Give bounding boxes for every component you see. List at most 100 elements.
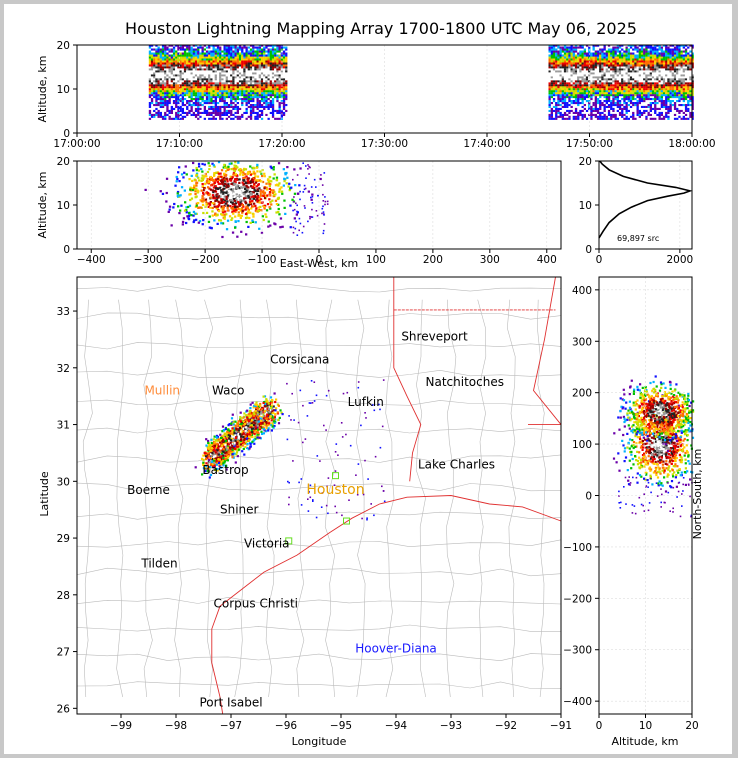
- time-density-cell: [660, 56, 663, 59]
- eastwest-density-cell: [234, 166, 237, 169]
- time-density-cell: [232, 92, 235, 95]
- time-density-cell: [236, 78, 239, 81]
- time-density-cell: [256, 72, 259, 75]
- time-density-cell: [247, 76, 250, 79]
- time-density-cell: [192, 88, 195, 91]
- time-density-cell: [594, 68, 597, 71]
- time-density-cell: [665, 115, 668, 118]
- time-density-cell: [212, 88, 215, 91]
- time-density-cell: [282, 92, 286, 95]
- time-density-cell: [676, 80, 679, 83]
- time-density-cell: [687, 104, 690, 107]
- time-density-cell: [241, 115, 244, 118]
- time-density-cell: [212, 80, 215, 83]
- time-density-cell: [592, 113, 595, 116]
- time-density-cell: [673, 84, 677, 87]
- time-density-cell: [643, 80, 646, 83]
- time-density-cell: [676, 50, 679, 53]
- eastwest-density-cell: [232, 212, 235, 215]
- time-density-cell: [201, 84, 204, 87]
- time-density-cell: [566, 94, 569, 97]
- time-density-cell: [645, 44, 648, 47]
- time-density-cell: [181, 60, 184, 63]
- eastwest-density-cell: [235, 165, 238, 168]
- time-density-cell: [183, 58, 187, 61]
- time-density-cell: [548, 104, 551, 107]
- time-density-cell: [572, 96, 575, 99]
- time-density-cell: [269, 80, 272, 83]
- eastwest-density-cell: [234, 207, 238, 210]
- time-density-cell: [276, 56, 279, 59]
- eastwest-density-cell: [239, 173, 242, 176]
- time-density-cell: [181, 74, 184, 77]
- time-density-cell: [638, 100, 641, 103]
- figure-title: Houston Lightning Mapping Array 1700-180…: [125, 19, 637, 38]
- time-density-cell: [658, 76, 661, 79]
- time-density-cell: [623, 86, 626, 89]
- time-density-cell: [194, 60, 198, 63]
- time-density-cell: [221, 70, 224, 73]
- time-density-cell: [623, 54, 626, 57]
- time-density-cell: [638, 52, 641, 55]
- time-density-cell: [285, 96, 288, 99]
- time-density-cell: [649, 54, 652, 57]
- time-density-cell: [548, 68, 551, 71]
- eastwest-density-cell: [176, 190, 180, 194]
- time-density-cell: [153, 74, 156, 77]
- time-density-cell: [285, 48, 288, 51]
- eastwest-density-cell: [279, 226, 282, 229]
- time-density-cell: [201, 86, 204, 89]
- eastwest-density-cell: [197, 179, 201, 182]
- eastwest-density-cell: [203, 175, 206, 178]
- time-density-cell: [199, 88, 202, 91]
- time-density-cell: [219, 117, 222, 120]
- time-density-cell: [232, 107, 235, 110]
- eastwest-density-cell: [247, 194, 250, 197]
- time-density-cell: [183, 50, 187, 53]
- time-density-cell: [271, 46, 275, 49]
- eastwest-density-cell: [237, 220, 240, 223]
- time-density-cell: [691, 56, 694, 59]
- time-density-cell: [627, 100, 630, 103]
- time-density-cell: [612, 54, 615, 57]
- time-density-cell: [665, 96, 668, 99]
- eastwest-density-cell: [228, 215, 232, 218]
- time-density-cell: [170, 62, 173, 65]
- time-density-cell: [673, 92, 677, 95]
- time-density-cell: [669, 74, 672, 77]
- time-density-cell: [241, 82, 244, 85]
- time-density-cell: [155, 66, 158, 69]
- time-density-cell: [665, 84, 668, 87]
- time-density-cell: [623, 70, 626, 73]
- time-density-cell: [691, 80, 694, 83]
- time-density-cell: [687, 56, 690, 59]
- time-density-cell: [607, 113, 611, 116]
- time-density-cell: [559, 80, 562, 83]
- time-density-cell: [649, 74, 652, 77]
- time-density-cell: [669, 84, 672, 87]
- time-density-cell: [278, 76, 281, 79]
- time-density-cell: [645, 60, 648, 63]
- time-density-cell: [166, 76, 169, 79]
- altitude-time-axes: 17:00:00 17:10:00 17:20:00 17:30:00 17:40:00…: [53, 40, 715, 150]
- time-density-cell: [201, 52, 204, 55]
- time-density-cell: [667, 100, 670, 103]
- eastwest-density-cell: [270, 203, 273, 206]
- time-density-cell: [590, 107, 593, 110]
- time-density-cell: [678, 52, 681, 55]
- time-density-cell: [183, 64, 187, 67]
- time-density-cell: [181, 76, 184, 79]
- time-density-cell: [649, 66, 652, 69]
- time-density-cell: [230, 90, 233, 93]
- time-density-cell: [568, 96, 571, 99]
- time-density-cell: [632, 52, 635, 55]
- time-density-cell: [596, 102, 600, 105]
- time-density-cell: [192, 94, 195, 97]
- time-density-cell: [687, 76, 690, 79]
- time-density-cell: [265, 54, 268, 57]
- time-density-cell: [647, 72, 650, 75]
- time-density-cell: [550, 72, 553, 75]
- time-density-cell: [232, 46, 235, 49]
- time-density-cell: [263, 76, 266, 79]
- time-density-cell: [669, 58, 672, 61]
